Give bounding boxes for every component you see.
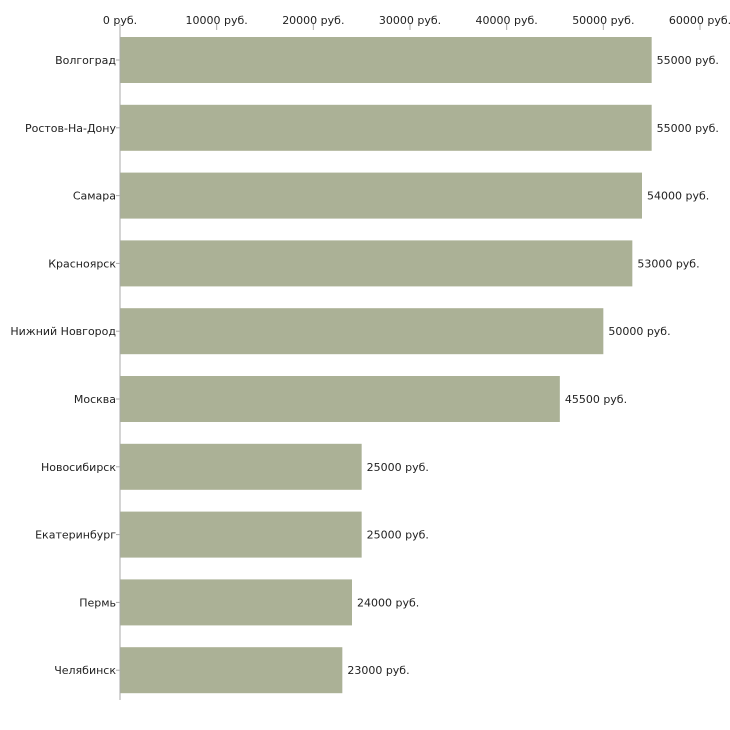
value-label: 25000 руб. [367, 529, 429, 542]
value-label: 23000 руб. [347, 664, 409, 677]
x-tick-label: 50000 руб. [572, 14, 634, 27]
bar [120, 308, 604, 355]
bar [120, 647, 343, 694]
x-tick-label: 40000 руб. [476, 14, 538, 27]
x-tick-label: 10000 руб. [186, 14, 248, 27]
bar [120, 511, 362, 558]
bar [120, 443, 362, 490]
category-labels: Волгоград Ростов-На-Дону Самара Красноярск Н… [10, 54, 120, 677]
value-label: 50000 руб. [608, 325, 670, 338]
value-label: 45500 руб. [565, 393, 627, 406]
bar [120, 104, 652, 151]
category-label: Челябинск [54, 664, 116, 677]
bar [120, 240, 633, 287]
category-label: Волгоград [55, 54, 116, 67]
x-tick-label: 30000 руб. [379, 14, 441, 27]
bars [120, 37, 652, 694]
value-labels: 55000 руб. 55000 руб. 54000 руб. 53000 руб.… [347, 54, 719, 677]
bar [120, 579, 352, 626]
category-label: Самара [73, 190, 116, 203]
bar [120, 172, 642, 219]
value-label: 55000 руб. [657, 54, 719, 67]
category-label: Ростов-На-Дону [25, 122, 116, 135]
value-label: 24000 руб. [357, 596, 419, 609]
category-label: Москва [74, 393, 116, 406]
category-label: Нижний Новгород [10, 325, 116, 338]
x-tick-label: 60000 руб. [669, 14, 730, 27]
bar [120, 376, 560, 422]
bar [120, 37, 652, 83]
category-label: Екатеринбург [35, 529, 116, 542]
value-label: 53000 руб. [637, 257, 699, 270]
x-tick-label: 20000 руб. [282, 14, 344, 27]
value-label: 55000 руб. [657, 122, 719, 135]
category-label: Новосибирск [41, 461, 116, 474]
value-label: 25000 руб. [367, 461, 429, 474]
category-label: Пермь [79, 596, 116, 609]
value-label: 54000 руб. [647, 190, 709, 203]
category-label: Красноярск [48, 257, 116, 270]
x-axis-ticks: 0 руб. 10000 руб. 20000 руб. 30000 руб. 4000… [103, 14, 730, 30]
x-tick-label: 0 руб. [103, 14, 137, 27]
